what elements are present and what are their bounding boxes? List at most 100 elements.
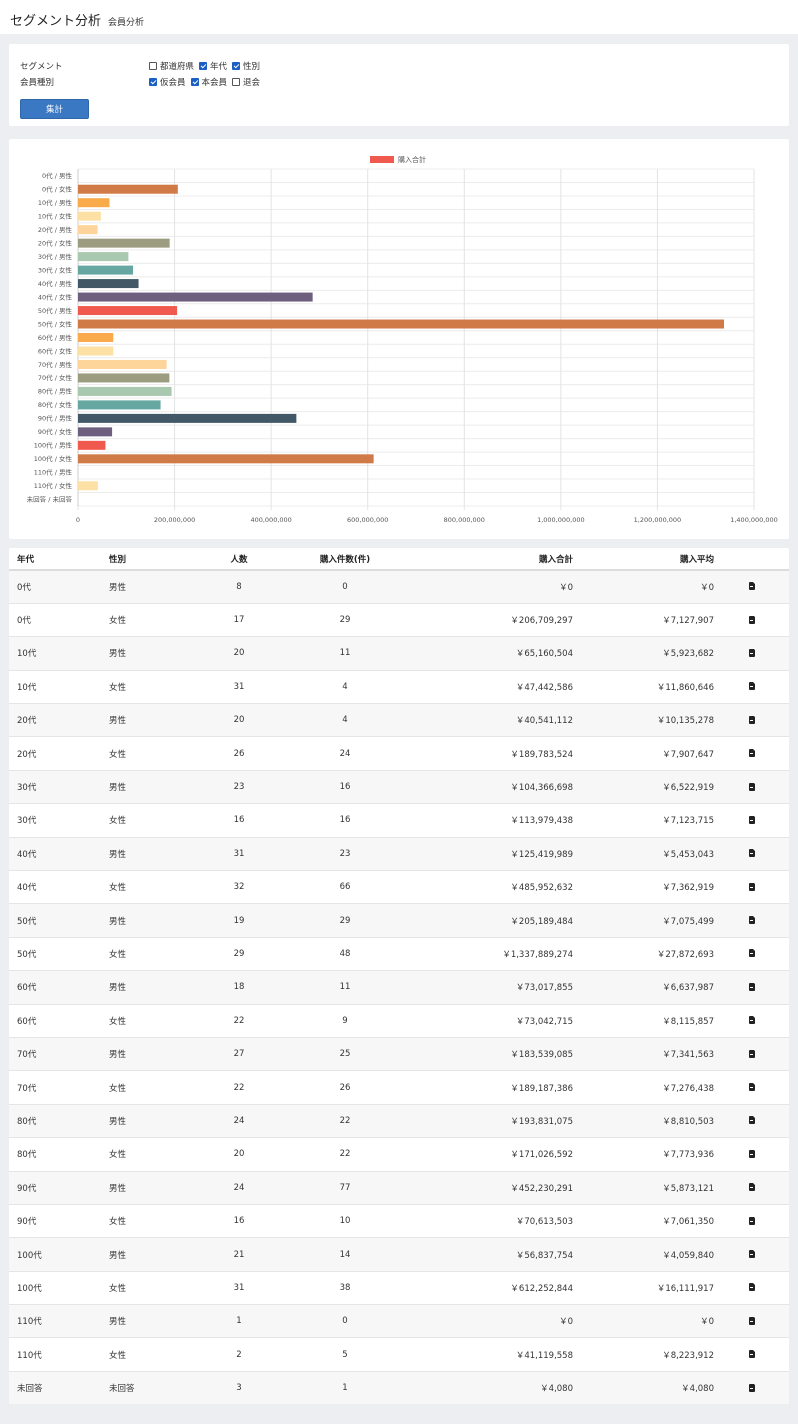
bar (78, 198, 110, 208)
export-cell (714, 770, 789, 805)
checkbox-box[interactable] (232, 78, 241, 86)
cell-age: 50代 (9, 903, 109, 938)
table-row: 10代 男性 20 11 ￥65,160,504 ￥5,923,682 (9, 636, 789, 671)
cell-gender: 男性 (109, 1104, 209, 1139)
export-cell (714, 1271, 789, 1306)
checkbox-box[interactable] (190, 78, 199, 86)
file-export-icon[interactable] (748, 1216, 755, 1225)
cell-age: 未回答 (9, 1371, 109, 1404)
cell-average: ￥4,059,840 (573, 1237, 714, 1272)
bar-chart: 0 200,000,000 400,000,000 600,000,000 800,00… (27, 155, 778, 524)
export-cell (714, 1304, 789, 1339)
cell-orders: 5 (269, 1337, 421, 1372)
cell-total: ￥56,837,754 (421, 1237, 573, 1272)
segment-checkbox-gender[interactable]: 性別 (232, 60, 260, 72)
file-export-icon[interactable] (748, 615, 755, 624)
file-export-icon[interactable] (748, 848, 755, 858)
header-count: 人数 (209, 548, 269, 571)
export-cell (714, 1371, 789, 1404)
file-export-icon[interactable] (748, 648, 755, 657)
checkbox-box[interactable] (232, 62, 241, 70)
file-export-icon[interactable] (748, 1383, 755, 1392)
file-export-icon[interactable] (748, 1249, 755, 1258)
file-export-icon[interactable] (748, 715, 755, 724)
table-row: 0代 女性 17 29 ￥206,709,297 ￥7,127,907 (9, 603, 789, 638)
file-export-icon[interactable] (748, 815, 755, 824)
segment-checkbox-age[interactable]: 年代 (199, 60, 227, 72)
file-export-icon[interactable] (748, 982, 755, 991)
checkbox-box[interactable] (149, 78, 157, 86)
cell-count: 24 (209, 1171, 269, 1205)
file-export-icon[interactable] (748, 748, 755, 758)
cell-age: 90代 (9, 1171, 109, 1205)
cell-orders: 11 (269, 636, 421, 671)
cell-age: 110代 (9, 1304, 109, 1339)
file-export-icon[interactable] (748, 948, 755, 958)
file-export-icon[interactable] (748, 782, 755, 791)
cell-count: 31 (209, 1271, 269, 1306)
file-export-icon[interactable] (748, 1115, 755, 1125)
cell-orders: 29 (269, 603, 421, 638)
segment-checkbox-prefecture[interactable]: 都道府県 (149, 60, 194, 72)
file-export-icon[interactable] (748, 581, 755, 591)
table-row: 40代 女性 32 66 ￥485,952,632 ￥7,362,919 (9, 870, 789, 905)
cell-count: 17 (209, 603, 269, 638)
checkbox-label: 年代 (210, 62, 228, 72)
bar (78, 238, 170, 248)
y-tick-label: 20代 / 女性 (38, 238, 73, 247)
checkbox-box[interactable] (149, 62, 157, 70)
cell-average: ￥7,061,350 (573, 1204, 714, 1239)
cell-total: ￥612,252,844 (421, 1271, 573, 1306)
legend-label: 購入合計 (398, 155, 426, 164)
file-export-icon[interactable] (748, 1015, 755, 1025)
table-row: 50代 女性 29 48 ￥1,337,889,274 ￥27,872,693 (9, 937, 789, 972)
cell-count: 2 (209, 1337, 269, 1372)
cell-count: 32 (209, 870, 269, 905)
cell-average: ￥6,637,987 (573, 970, 714, 1005)
file-export-icon[interactable] (748, 681, 755, 691)
cell-average: ￥5,873,121 (573, 1171, 714, 1205)
checkbox-label: 本会員 (201, 78, 228, 88)
file-export-icon[interactable] (748, 1082, 755, 1092)
cell-age: 20代 (9, 703, 109, 738)
cell-count: 29 (209, 937, 269, 972)
file-export-icon[interactable] (748, 1349, 755, 1359)
cell-gender: 女性 (109, 1070, 209, 1105)
cell-gender: 男性 (109, 703, 209, 738)
bar (78, 359, 167, 369)
cell-average: ￥5,923,682 (573, 636, 714, 671)
cell-count: 18 (209, 970, 269, 1005)
cell-gender: 男性 (109, 1237, 209, 1272)
cell-orders: 1 (269, 1371, 421, 1404)
member-checkbox-regular[interactable]: 本会員 (190, 76, 228, 88)
cell-average: ￥7,907,647 (573, 736, 714, 771)
checkbox-box[interactable] (199, 62, 208, 70)
aggregate-button[interactable]: 集計 (20, 99, 89, 119)
file-export-icon[interactable] (748, 1149, 755, 1158)
file-export-icon[interactable] (748, 1282, 755, 1292)
bar (78, 319, 725, 329)
export-cell (714, 703, 789, 738)
x-tick-label: 800,000,000 (444, 516, 485, 524)
cell-age: 20代 (9, 736, 109, 771)
file-export-icon[interactable] (748, 1316, 755, 1325)
file-export-icon[interactable] (748, 1049, 755, 1058)
bar (78, 454, 374, 464)
member-checkbox-withdrawn[interactable]: 退会 (232, 76, 260, 88)
table-header-row: 年代 性別 人数 購入件数(件) 購入合計 購入平均 (9, 548, 789, 571)
export-cell (714, 1204, 789, 1239)
table-row: 80代 男性 24 22 ￥193,831,075 ￥8,810,503 (9, 1104, 789, 1139)
y-tick-label: 10代 / 女性 (38, 211, 73, 220)
cell-gender: 男性 (109, 570, 209, 604)
x-tick-label: 200,000,000 (154, 516, 195, 524)
file-export-icon[interactable] (748, 915, 755, 925)
file-export-icon[interactable] (748, 882, 755, 891)
file-export-icon[interactable] (748, 1182, 755, 1192)
bar (78, 292, 313, 302)
cell-age: 10代 (9, 636, 109, 671)
cell-orders: 26 (269, 1070, 421, 1105)
cell-total: ￥0 (421, 570, 573, 604)
cell-average: ￥7,362,919 (573, 870, 714, 905)
cell-count: 22 (209, 1004, 269, 1038)
member-checkbox-provisional[interactable]: 仮会員 (149, 76, 186, 88)
